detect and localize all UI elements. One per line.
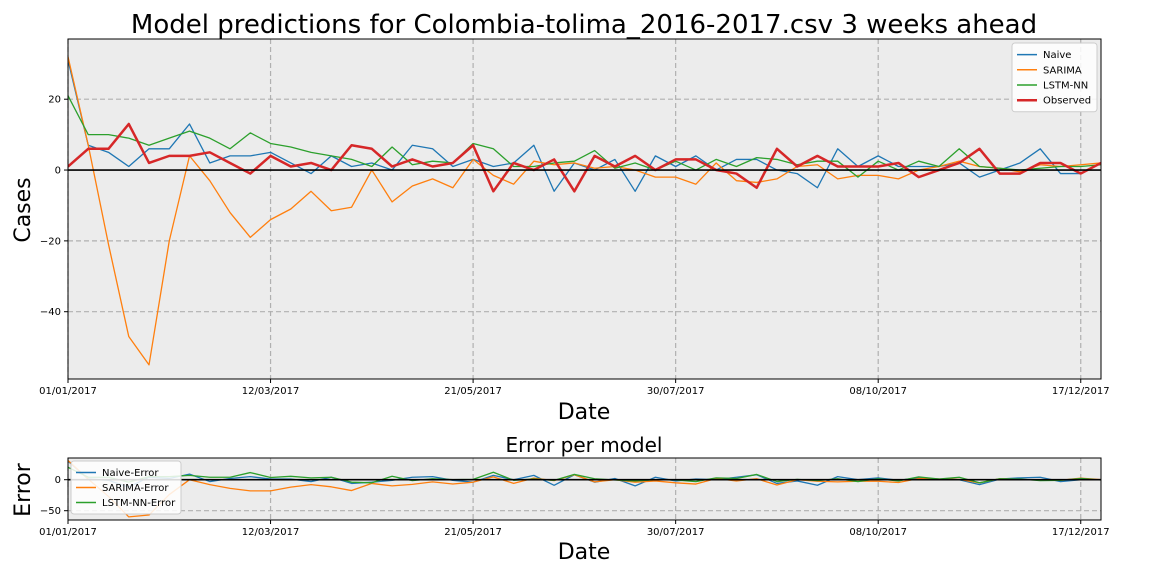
error-y-tick-label: −50: [40, 506, 61, 517]
error-y-tick-label: 0: [55, 475, 61, 486]
main-legend: Naive SARIMA LSTM-NN Observed: [1011, 42, 1098, 113]
error-legend-label-lstm-nn-error: LSTM-NN-Error: [102, 498, 176, 509]
main-series-naive: [68, 60, 1101, 192]
main-chart-ylabel: Cases: [11, 177, 36, 242]
main-y-tick-label: 20: [48, 95, 61, 106]
main-legend-label-naive: Naive: [1043, 50, 1071, 61]
main-legend-label-lstm-nn: LSTM-NN: [1043, 81, 1088, 92]
main-x-tick-label: 08/10/2017: [849, 386, 907, 397]
main-legend-label-observed: Observed: [1043, 96, 1091, 107]
main-plot-background: [68, 39, 1101, 379]
error-x-tick-label: 17/12/2017: [1052, 527, 1110, 538]
main-chart-axes: −40 −20 0 20 01/01/2017 12/03/2017 21/05/2017 3…: [39, 38, 1110, 397]
main-series-sarima: [68, 56, 1101, 366]
error-legend: Naive-Error SARIMA-Error LSTM-NN-Error: [70, 460, 182, 515]
error-chart-xlabel: Date: [558, 540, 611, 565]
main-legend-label-sarima: SARIMA: [1043, 65, 1082, 76]
error-x-tick-label: 30/07/2017: [647, 527, 705, 538]
main-series-observed: [68, 122, 1101, 193]
main-series-group: [68, 56, 1101, 366]
main-frame: [67, 38, 1102, 380]
error-chart-axes: −50 0 01/01/2017 12/03/2017 21/05/2017 30/07/…: [39, 457, 1110, 538]
main-x-tick-label: 30/07/2017: [647, 386, 705, 397]
error-series-lstm-nn-error: [68, 466, 1101, 484]
main-x-tick-label: 21/05/2017: [444, 386, 502, 397]
error-x-tick-label: 08/10/2017: [849, 527, 907, 538]
error-frame: [67, 457, 1102, 521]
main-chart-title: Model predictions for Colombia-tolima_20…: [131, 10, 1037, 40]
main-x-tick-label: 17/12/2017: [1052, 386, 1110, 397]
main-x-tick-label: 12/03/2017: [242, 386, 300, 397]
main-chart-xlabel: Date: [558, 400, 611, 425]
error-chart-title: Error per model: [506, 433, 663, 457]
main-y-tick-label: 0: [55, 166, 61, 177]
error-series-sarima-error: [68, 460, 1101, 518]
main-series-lstm-nn: [68, 95, 1101, 178]
error-chart-ylabel: Error: [11, 462, 36, 517]
main-legend-box: [1011, 42, 1098, 113]
error-legend-box: [70, 460, 182, 515]
error-x-tick-label: 21/05/2017: [444, 527, 502, 538]
main-x-tick-label: 01/01/2017: [39, 386, 97, 397]
error-x-tick-label: 01/01/2017: [39, 527, 97, 538]
main-y-tick-label: −40: [40, 307, 61, 318]
error-legend-label-sarima-error: SARIMA-Error: [102, 483, 169, 494]
main-y-tick-label: −20: [40, 236, 61, 247]
error-legend-label-naive-error: Naive-Error: [102, 468, 159, 479]
error-series-group: [68, 460, 1101, 518]
error-x-tick-label: 12/03/2017: [242, 527, 300, 538]
